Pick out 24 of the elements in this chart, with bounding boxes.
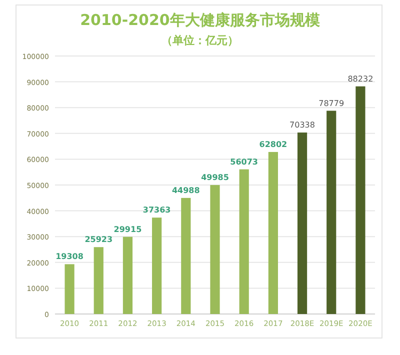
bar (210, 185, 220, 314)
data-label: 56073 (230, 157, 258, 166)
bar (326, 110, 336, 314)
bar (152, 218, 162, 314)
bar (239, 169, 249, 314)
chart-title: 2010-2020年大健康服务市场规模 (80, 11, 321, 29)
data-label: 44988 (172, 186, 200, 195)
data-label: 88232 (348, 74, 374, 84)
bar (181, 198, 191, 314)
data-label: 70338 (290, 120, 315, 130)
data-label: 19308 (56, 252, 84, 262)
bar (268, 152, 278, 314)
chart-subtitle: （单位：亿元） (162, 34, 238, 47)
bar (94, 247, 104, 314)
data-label: 49985 (201, 173, 230, 182)
bar (297, 132, 308, 314)
bar (64, 264, 74, 314)
data-label: 29915 (114, 224, 142, 234)
bar (122, 236, 133, 314)
data-label: 25923 (84, 235, 113, 244)
data-label: 78779 (318, 98, 344, 108)
bar (356, 86, 366, 314)
data-label: 62802 (259, 140, 288, 149)
data-label: 37363 (142, 206, 171, 215)
